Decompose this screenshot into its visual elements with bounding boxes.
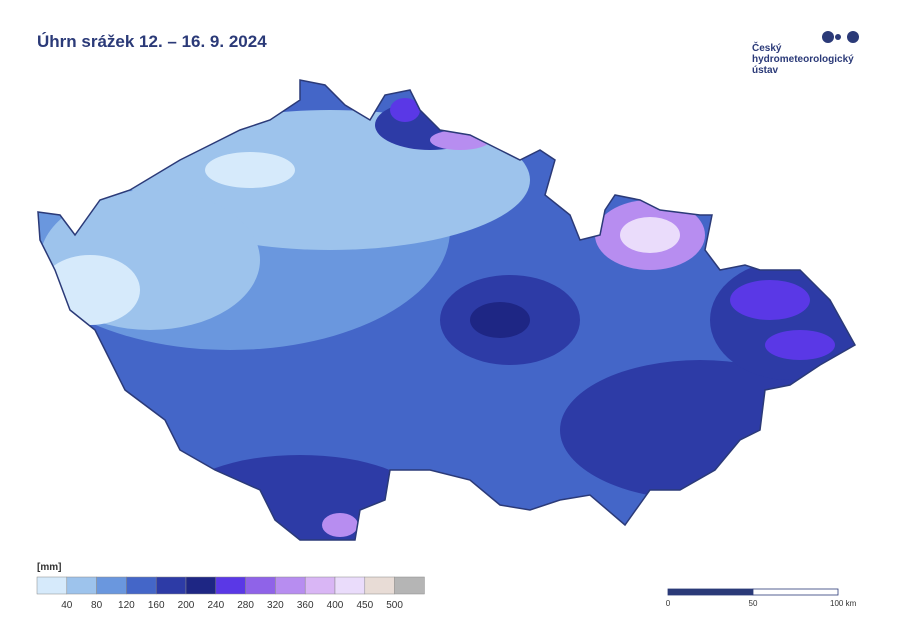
legend: 40 80 120 160 200 240 280 320 360 400 450 500 bbox=[36, 576, 425, 611]
legend-swatch bbox=[394, 576, 425, 595]
logo-text: ústav bbox=[752, 65, 779, 76]
legend-label: 280 bbox=[237, 600, 254, 611]
region bbox=[40, 255, 140, 325]
legend-swatch bbox=[364, 576, 395, 595]
logo: Český hydrometeorologický ústav bbox=[752, 31, 859, 76]
region bbox=[730, 280, 810, 320]
legend-label: 240 bbox=[207, 600, 224, 611]
legend-label: 40 bbox=[61, 600, 73, 611]
region bbox=[765, 330, 835, 360]
legend-label: 500 bbox=[386, 600, 403, 611]
logo-mark bbox=[847, 31, 859, 43]
legend-swatch bbox=[66, 576, 97, 595]
logo-text: Český bbox=[752, 41, 782, 54]
legend-swatch bbox=[185, 576, 217, 595]
legend-label: 320 bbox=[267, 600, 284, 611]
region bbox=[620, 217, 680, 253]
legend-label: 360 bbox=[297, 600, 314, 611]
legend-swatch bbox=[36, 576, 68, 595]
legend-swatch bbox=[215, 576, 246, 595]
precipitation-map bbox=[38, 80, 855, 540]
legend-unit: [mm] bbox=[37, 562, 61, 573]
logo-mark bbox=[822, 31, 834, 43]
legend-swatch bbox=[275, 576, 306, 595]
region bbox=[470, 302, 530, 338]
legend-swatch bbox=[304, 576, 336, 595]
legend-swatch bbox=[334, 576, 366, 595]
legend-label: 120 bbox=[118, 600, 135, 611]
region bbox=[322, 513, 358, 537]
legend-swatch bbox=[96, 576, 127, 595]
region bbox=[205, 152, 295, 188]
region bbox=[390, 98, 420, 122]
logo-text: hydrometeorologický bbox=[752, 54, 854, 65]
scale-label: 0 bbox=[666, 599, 671, 608]
legend-label: 80 bbox=[91, 600, 103, 611]
scale-label: 50 bbox=[749, 599, 758, 608]
legend-label: 160 bbox=[148, 600, 165, 611]
scale-segment bbox=[667, 588, 754, 596]
legend-swatch bbox=[126, 576, 157, 595]
legend-label: 450 bbox=[356, 600, 373, 611]
map-title: Úhrn srážek 12. – 16. 9. 2024 bbox=[37, 32, 267, 51]
scale-label: 100 km bbox=[830, 599, 857, 608]
logo-mark bbox=[835, 34, 841, 40]
region bbox=[710, 260, 855, 380]
legend-label: 400 bbox=[327, 600, 344, 611]
legend-swatch bbox=[245, 576, 276, 595]
legend-label: 200 bbox=[178, 600, 195, 611]
scale-segment bbox=[752, 588, 839, 596]
legend-swatch bbox=[155, 576, 187, 595]
scale-bar: 0 50 100 km bbox=[666, 588, 857, 608]
